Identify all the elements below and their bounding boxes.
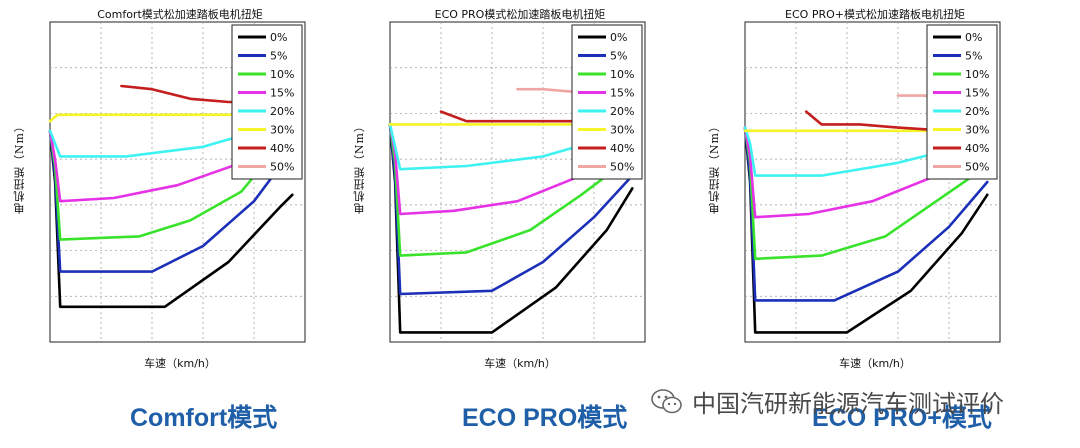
legend-label: 20%: [270, 105, 294, 118]
legend-label: 40%: [270, 142, 294, 155]
legend-label: 30%: [270, 124, 294, 137]
legend-label: 40%: [965, 142, 989, 155]
watermark-text: 中国汽研新能源汽车测试评价: [692, 390, 1004, 418]
legend-label: 10%: [965, 68, 989, 81]
plot-area: 0% 5% 10% 15% 20% 30% 40% 50%: [743, 21, 1001, 343]
x-axis-label: 车速（km/h）: [144, 357, 216, 370]
mode-caption-comfort: Comfort模式: [130, 404, 278, 432]
legend-label: 50%: [270, 161, 294, 174]
chart-title: Comfort模式松加速踏板电机扭矩: [97, 8, 263, 21]
legend-label: 50%: [965, 161, 989, 174]
plot-area: 0% 5% 10% 15% 20% 30% 40% 50%: [388, 21, 646, 343]
legend-label: 0%: [610, 31, 627, 44]
legend-label: 5%: [965, 50, 982, 63]
legend-box: [926, 24, 998, 180]
legend-label: 40%: [610, 142, 634, 155]
legend-label: 5%: [270, 50, 287, 63]
chart-panel-eco-pro: ECO PRO模式松加速踏板电机扭矩 电机扭矩（Nm） 0% 5% 10% 15% 20…: [350, 0, 650, 400]
legend-label: 20%: [610, 105, 634, 118]
legend-label: 0%: [965, 31, 982, 44]
legend-label: 10%: [270, 68, 294, 81]
plot-area: 0% 5% 10% 15% 20% 30% 40% 50%: [48, 21, 306, 343]
series-line-20pct: [48, 119, 294, 158]
legend-box: [231, 24, 303, 180]
chart-panel-eco-pro-plus: ECO PRO+模式松加速踏板电机扭矩 电机扭矩（Nm） 0% 5% 10% 15% 2…: [705, 0, 1005, 400]
chart-title: ECO PRO模式松加速踏板电机扭矩: [434, 8, 606, 21]
legend-label: 15%: [270, 87, 294, 100]
legend-label: 5%: [610, 50, 627, 63]
legend-label: 15%: [610, 87, 634, 100]
legend-label: 50%: [610, 161, 634, 174]
x-axis-label: 车速（km/h）: [484, 357, 556, 370]
legend-label: 10%: [610, 68, 634, 81]
legend-box: [571, 24, 643, 180]
series-line-20pct: [743, 126, 989, 177]
legend-label: 30%: [610, 124, 634, 137]
x-axis-label: 车速（km/h）: [839, 357, 911, 370]
legend-label: 30%: [965, 124, 989, 137]
legend-label: 15%: [965, 87, 989, 100]
wechat-icon: [651, 388, 682, 413]
legend-label: 20%: [965, 105, 989, 118]
series-line-20pct: [388, 123, 634, 171]
mode-caption-eco-pro: ECO PRO模式: [462, 404, 628, 432]
legend-label: 0%: [270, 31, 287, 44]
mode-caption-eco-pro-plus: ECO PRO+模式: [812, 404, 992, 432]
chart-title: ECO PRO+模式松加速踏板电机扭矩: [785, 8, 965, 21]
chart-panel-comfort: Comfort模式松加速踏板电机扭矩 电机扭矩（Nm） 0% 5% 10% 15% 20…: [10, 0, 310, 400]
watermark: 中国汽研新能源汽车测试评价: [650, 384, 1004, 419]
